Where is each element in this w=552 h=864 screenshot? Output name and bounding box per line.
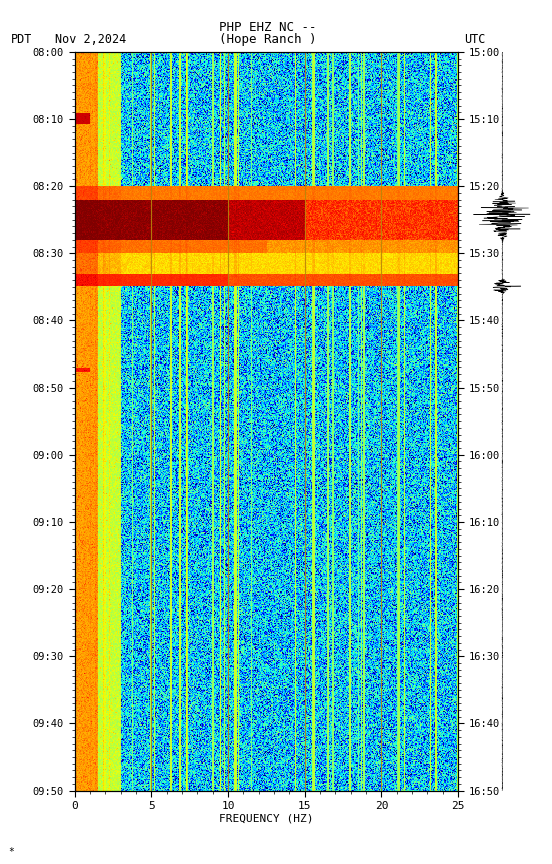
Text: UTC: UTC [464, 33, 486, 46]
X-axis label: FREQUENCY (HZ): FREQUENCY (HZ) [219, 814, 314, 823]
Text: PHP EHZ NC --: PHP EHZ NC -- [219, 22, 316, 35]
Text: PDT: PDT [11, 33, 33, 46]
Text: Nov 2,2024: Nov 2,2024 [55, 33, 126, 46]
Text: *: * [8, 847, 14, 857]
Text: (Hope Ranch ): (Hope Ranch ) [219, 33, 316, 46]
